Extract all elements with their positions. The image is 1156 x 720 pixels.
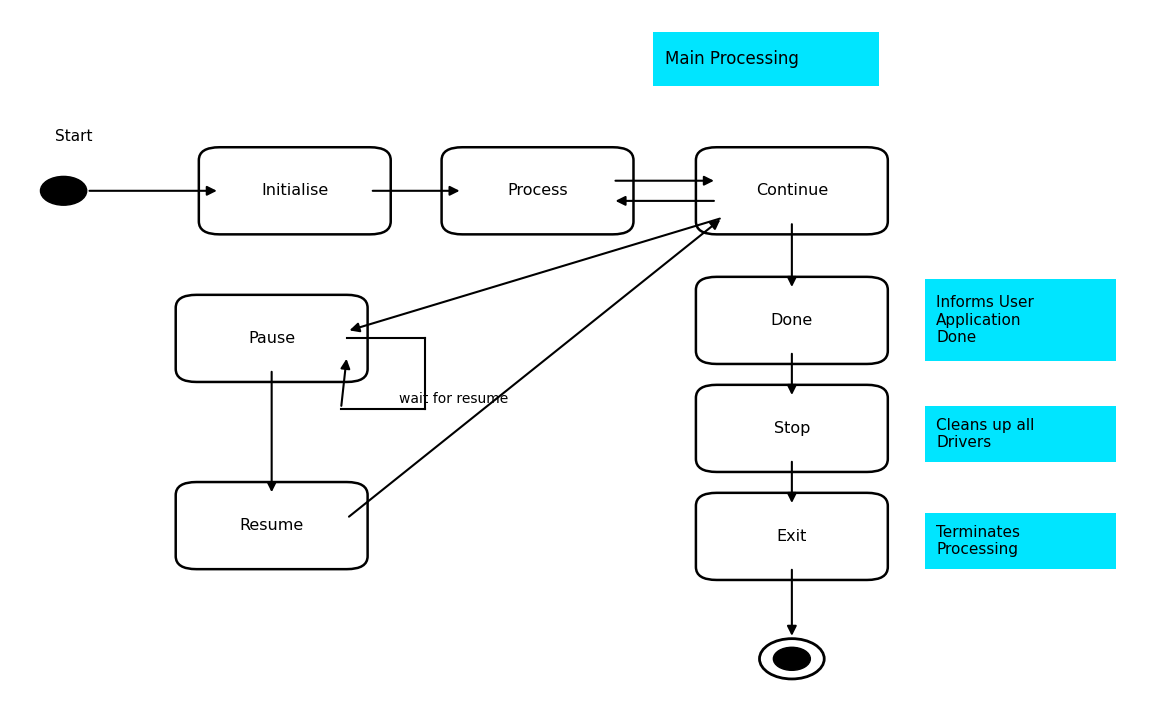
Circle shape (773, 647, 810, 670)
Text: wait for resume: wait for resume (399, 392, 509, 406)
Text: Cleans up all
Drivers: Cleans up all Drivers (936, 418, 1035, 451)
Text: Terminates
Processing: Terminates Processing (936, 524, 1021, 557)
Text: Initialise: Initialise (261, 184, 328, 198)
Circle shape (40, 176, 87, 205)
Text: Main Processing: Main Processing (665, 50, 799, 68)
Text: Pause: Pause (249, 331, 295, 346)
Text: Process: Process (507, 184, 568, 198)
FancyBboxPatch shape (442, 148, 633, 235)
Text: Start: Start (55, 129, 92, 144)
FancyBboxPatch shape (176, 482, 368, 569)
Text: Resume: Resume (239, 518, 304, 533)
Text: Stop: Stop (773, 421, 810, 436)
FancyBboxPatch shape (696, 276, 888, 364)
Text: Continue: Continue (756, 184, 828, 198)
Bar (653, 32, 879, 86)
Text: Exit: Exit (777, 529, 807, 544)
FancyBboxPatch shape (696, 384, 888, 472)
Bar (925, 406, 1116, 462)
Bar (925, 513, 1116, 569)
FancyBboxPatch shape (696, 492, 888, 580)
Text: Informs User
Application
Done: Informs User Application Done (936, 295, 1035, 345)
FancyBboxPatch shape (696, 148, 888, 235)
Text: Done: Done (771, 313, 813, 328)
FancyBboxPatch shape (176, 295, 368, 382)
FancyBboxPatch shape (199, 148, 391, 235)
Bar (925, 279, 1116, 361)
